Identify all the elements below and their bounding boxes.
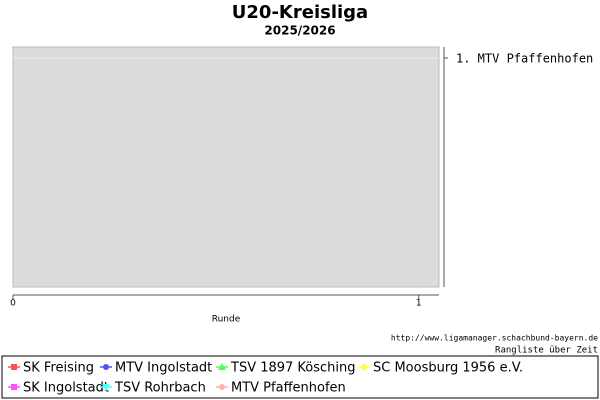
x-axis-label: Runde — [212, 315, 241, 325]
legend-label: SC Moosburg 1956 e.V. — [373, 361, 523, 376]
legend-marker — [219, 384, 225, 390]
x-tick-label: 1 — [416, 299, 422, 309]
chart-title: U20-Kreisliga — [232, 2, 368, 23]
legend-label: MTV Ingolstadt — [115, 361, 212, 376]
legend-label: SK Freising — [23, 361, 94, 376]
chart-subtitle: 2025/2026 — [264, 24, 335, 38]
x-tick-label: 0 — [10, 299, 16, 309]
source: http://www.ligamanager.schachbund-bayern… — [391, 334, 598, 343]
legend-box — [1, 355, 599, 399]
legend-label: TSV 1897 Kösching — [230, 361, 356, 376]
legend-label: SK Ingolstadt — [23, 381, 109, 396]
legend-marker — [102, 384, 110, 391]
legend-marker — [103, 364, 109, 370]
legend-marker — [218, 363, 226, 370]
legend-marker — [11, 364, 17, 370]
legend-marker — [11, 384, 17, 390]
caption: Rangliste über Zeit — [495, 346, 598, 356]
y2-tick-label: 1. MTV Pfaffenhofen — [456, 52, 593, 66]
legend-label: MTV Pfaffenhofen — [231, 381, 346, 396]
legend-label: TSV Rohrbach — [114, 381, 206, 396]
legend-marker — [360, 363, 368, 371]
plot-area — [12, 46, 440, 288]
